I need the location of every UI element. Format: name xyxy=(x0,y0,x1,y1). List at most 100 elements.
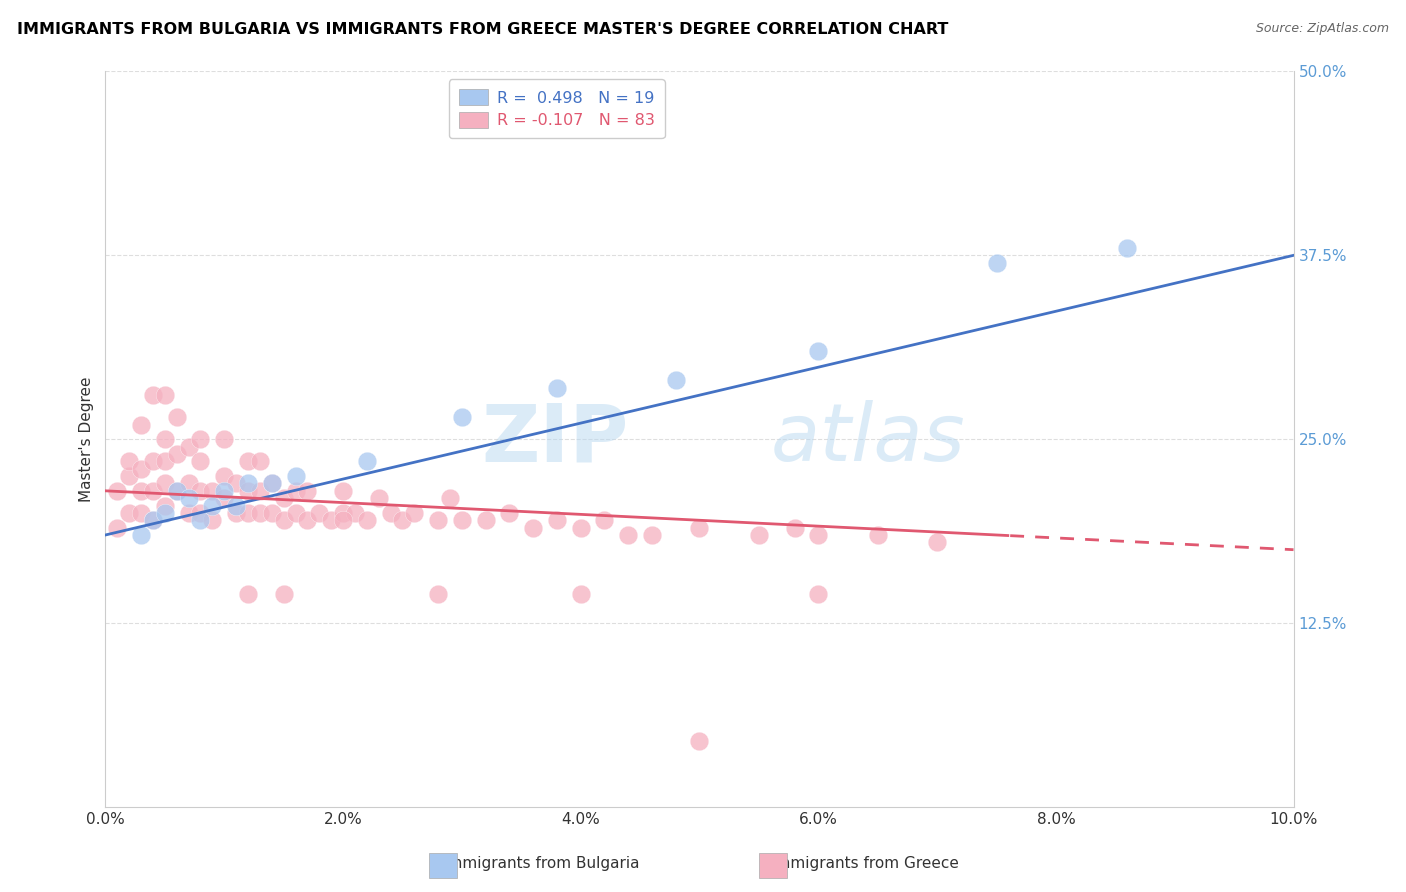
Point xyxy=(689,521,711,535)
Point xyxy=(427,587,450,601)
Point xyxy=(153,433,176,447)
Point xyxy=(153,506,176,520)
Point xyxy=(236,483,259,498)
Point xyxy=(236,587,259,601)
Point xyxy=(284,469,307,483)
Point xyxy=(249,483,271,498)
Point xyxy=(153,476,176,491)
Point xyxy=(201,513,224,527)
Point xyxy=(866,528,889,542)
Point xyxy=(153,454,176,468)
Point xyxy=(190,454,212,468)
Point xyxy=(260,476,283,491)
Point xyxy=(214,491,236,505)
Point xyxy=(129,417,152,432)
Point xyxy=(166,447,188,461)
Point xyxy=(129,483,152,498)
Point xyxy=(118,469,141,483)
Point xyxy=(118,454,141,468)
Point xyxy=(273,513,295,527)
Point xyxy=(807,344,830,359)
Point xyxy=(166,410,188,425)
Point xyxy=(236,454,259,468)
Point xyxy=(214,469,236,483)
Point xyxy=(129,506,152,520)
Point xyxy=(284,506,307,520)
Point xyxy=(249,506,271,520)
Point xyxy=(166,483,188,498)
Point xyxy=(236,476,259,491)
Point xyxy=(450,513,472,527)
Point xyxy=(783,521,806,535)
Point xyxy=(641,528,664,542)
Text: ZIP: ZIP xyxy=(481,401,628,478)
Point xyxy=(249,454,271,468)
Point xyxy=(593,513,616,527)
Point xyxy=(177,506,200,520)
Point xyxy=(474,513,496,527)
Point xyxy=(450,410,472,425)
Point xyxy=(177,476,200,491)
Point xyxy=(105,521,128,535)
Point xyxy=(617,528,640,542)
Point xyxy=(153,388,176,402)
Point xyxy=(367,491,389,505)
Point xyxy=(569,521,592,535)
Point xyxy=(665,374,688,388)
Point xyxy=(190,506,212,520)
Point xyxy=(1116,241,1139,255)
Point xyxy=(260,476,283,491)
Point xyxy=(332,513,354,527)
Point xyxy=(129,462,152,476)
Point xyxy=(297,483,319,498)
Point xyxy=(225,499,247,513)
Point xyxy=(986,255,1008,269)
Point xyxy=(142,454,165,468)
Point xyxy=(343,506,366,520)
Point xyxy=(153,499,176,513)
Point xyxy=(225,476,247,491)
Point xyxy=(142,513,165,527)
Text: atlas: atlas xyxy=(770,401,966,478)
Point xyxy=(356,454,378,468)
Point xyxy=(273,587,295,601)
Point xyxy=(332,506,354,520)
Point xyxy=(332,483,354,498)
Point xyxy=(356,513,378,527)
Point xyxy=(118,506,141,520)
Point xyxy=(177,491,200,505)
Point xyxy=(190,483,212,498)
Point xyxy=(166,483,188,498)
Point xyxy=(807,587,830,601)
Point xyxy=(404,506,426,520)
Point xyxy=(546,381,568,395)
Point xyxy=(498,506,520,520)
Point xyxy=(190,513,212,527)
Point xyxy=(284,483,307,498)
Point xyxy=(142,513,165,527)
Point xyxy=(321,513,343,527)
Text: IMMIGRANTS FROM BULGARIA VS IMMIGRANTS FROM GREECE MASTER'S DEGREE CORRELATION C: IMMIGRANTS FROM BULGARIA VS IMMIGRANTS F… xyxy=(17,22,948,37)
Text: Source: ZipAtlas.com: Source: ZipAtlas.com xyxy=(1256,22,1389,36)
Point xyxy=(308,506,330,520)
Point xyxy=(748,528,770,542)
Point xyxy=(273,491,295,505)
Point xyxy=(201,483,224,498)
Point xyxy=(439,491,461,505)
Point xyxy=(807,528,830,542)
Point xyxy=(190,433,212,447)
Point xyxy=(297,513,319,527)
Y-axis label: Master's Degree: Master's Degree xyxy=(79,376,94,502)
Point xyxy=(225,506,247,520)
Point xyxy=(391,513,413,527)
Text: Immigrants from Bulgaria: Immigrants from Bulgaria xyxy=(443,856,640,871)
Point xyxy=(522,521,544,535)
Point xyxy=(214,483,236,498)
Point xyxy=(260,506,283,520)
Point xyxy=(546,513,568,527)
Legend: R =  0.498   N = 19, R = -0.107   N = 83: R = 0.498 N = 19, R = -0.107 N = 83 xyxy=(450,79,665,138)
Point xyxy=(569,587,592,601)
Point xyxy=(142,388,165,402)
Point xyxy=(177,440,200,454)
Point xyxy=(129,528,152,542)
